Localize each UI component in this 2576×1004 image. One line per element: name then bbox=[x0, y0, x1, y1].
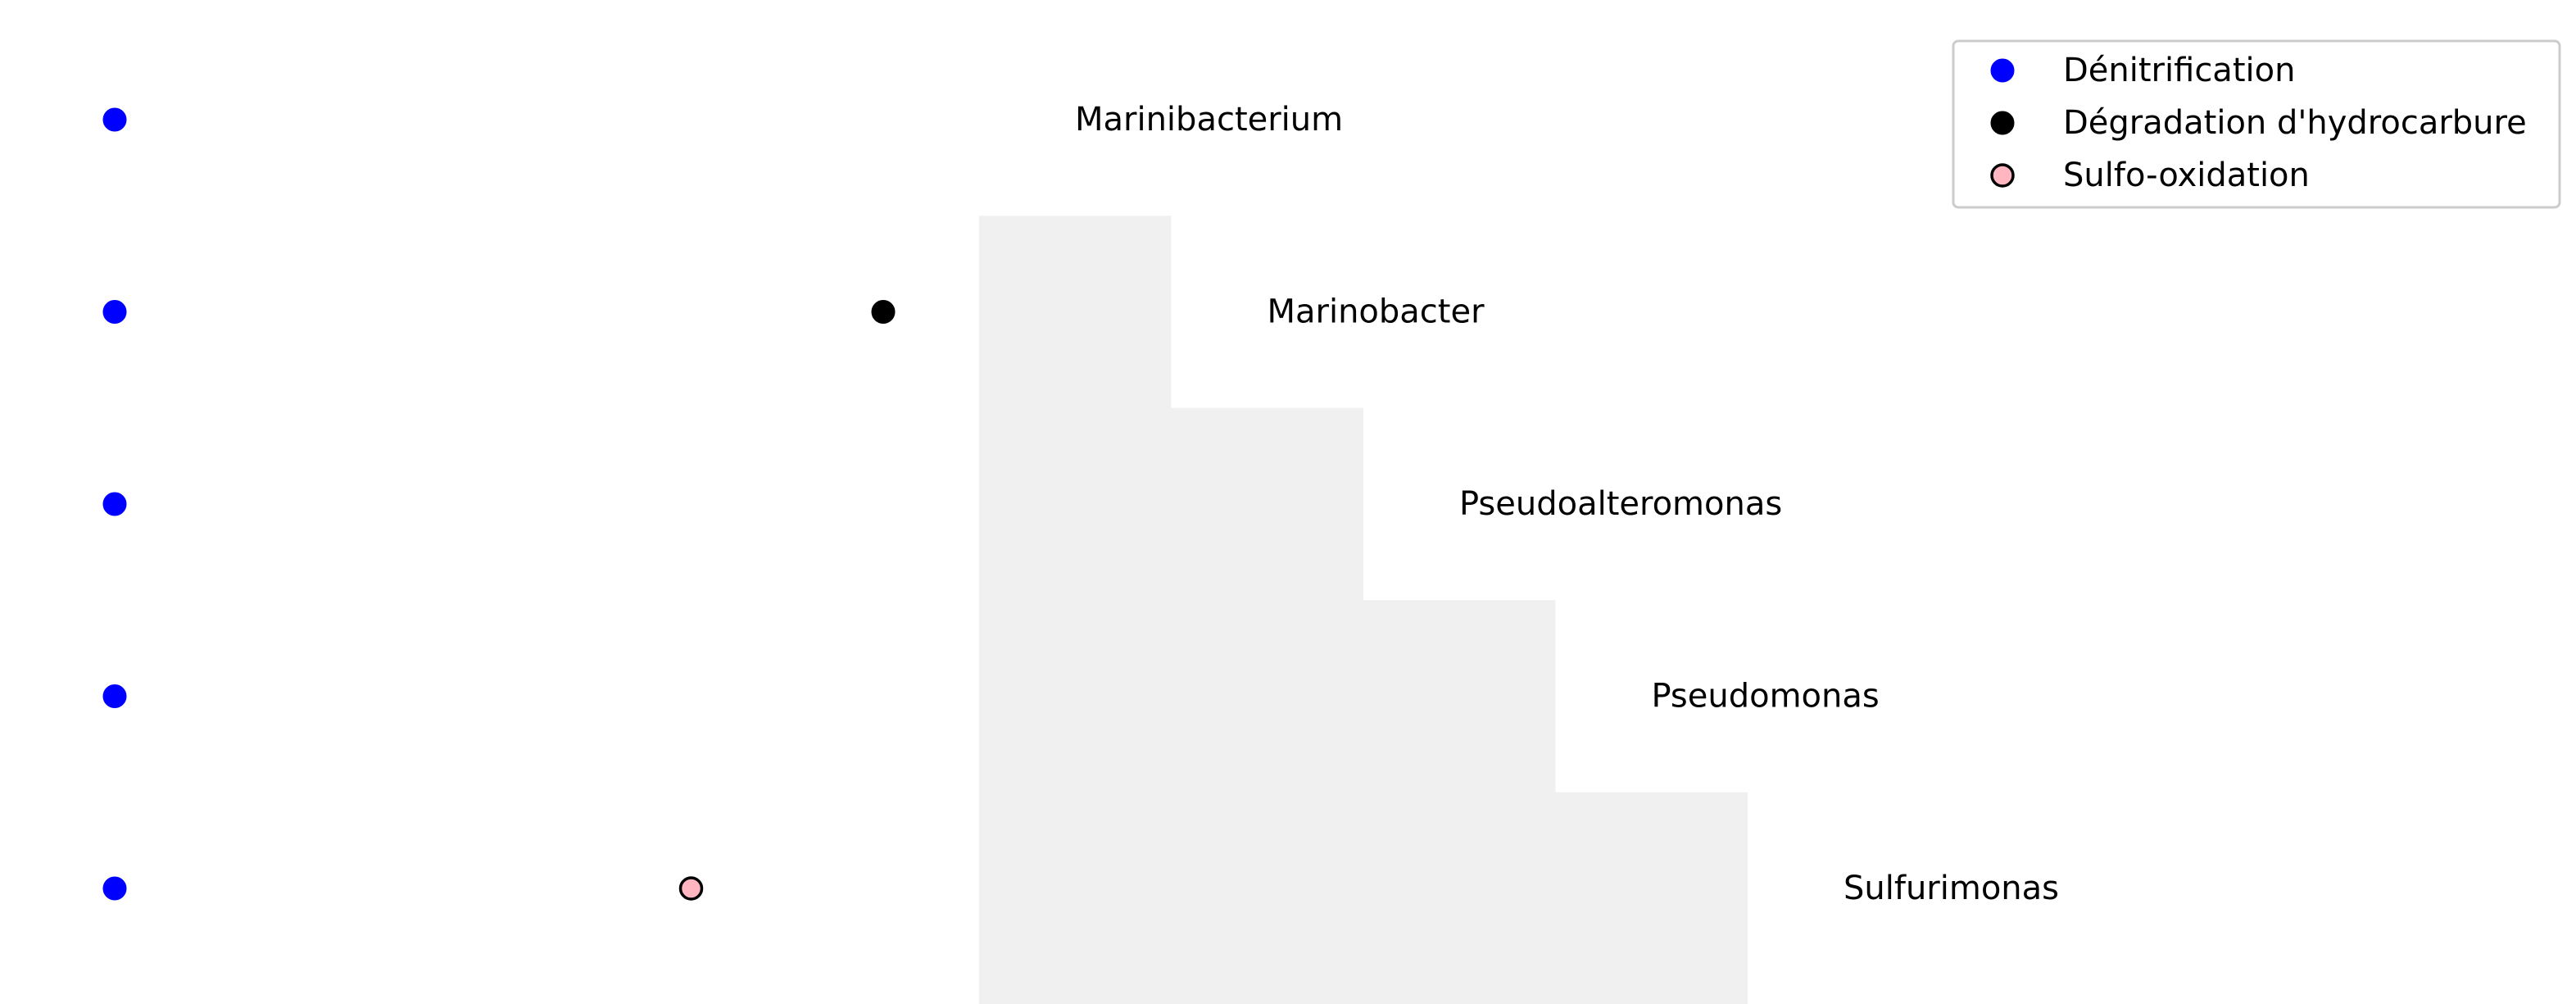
staircase-step bbox=[979, 792, 1748, 1004]
legend-marker-hydrocarbon-degradation bbox=[1990, 111, 2015, 135]
category-label: Sulfurimonas bbox=[1844, 870, 2059, 907]
staircase-background bbox=[979, 216, 1748, 1004]
category-label: Marinobacter bbox=[1268, 293, 1485, 331]
scatter-point bbox=[102, 300, 127, 324]
legend-entry-denitrification: Dénitrification bbox=[1990, 52, 2295, 89]
legend-marker-denitrification bbox=[1990, 58, 2015, 83]
legend-marker-sulfo-oxidation bbox=[1990, 163, 2015, 188]
legend-entry-sulfo-oxidation: Sulfo-oxidation bbox=[1990, 157, 2310, 194]
scatter-point bbox=[102, 492, 127, 516]
scatter-point bbox=[871, 300, 896, 324]
scatter-point bbox=[102, 876, 127, 901]
scatter-point bbox=[102, 684, 127, 708]
legend-label-hydrocarbon-degradation: Dégradation d'hydrocarbure bbox=[2063, 104, 2527, 142]
legend-label-denitrification: Dénitrification bbox=[2063, 52, 2295, 89]
legend-label-sulfo-oxidation: Sulfo-oxidation bbox=[2063, 157, 2310, 194]
legend: Dénitrification Dégradation d'hydrocarbu… bbox=[1952, 39, 2561, 209]
category-label: Pseudomonas bbox=[1652, 678, 1880, 716]
scatter-point bbox=[678, 876, 704, 901]
legend-entry-hydrocarbon-degradation: Dégradation d'hydrocarbure bbox=[1990, 104, 2527, 142]
points-layer bbox=[102, 107, 896, 901]
category-labels: Marinibacterium Marinobacter Pseudoalterom… bbox=[1075, 101, 2059, 907]
category-label: Marinibacterium bbox=[1075, 101, 1343, 139]
category-label: Pseudoalteromonas bbox=[1459, 485, 1782, 523]
legend-frame bbox=[1952, 39, 2561, 209]
scatter-point bbox=[102, 107, 127, 132]
